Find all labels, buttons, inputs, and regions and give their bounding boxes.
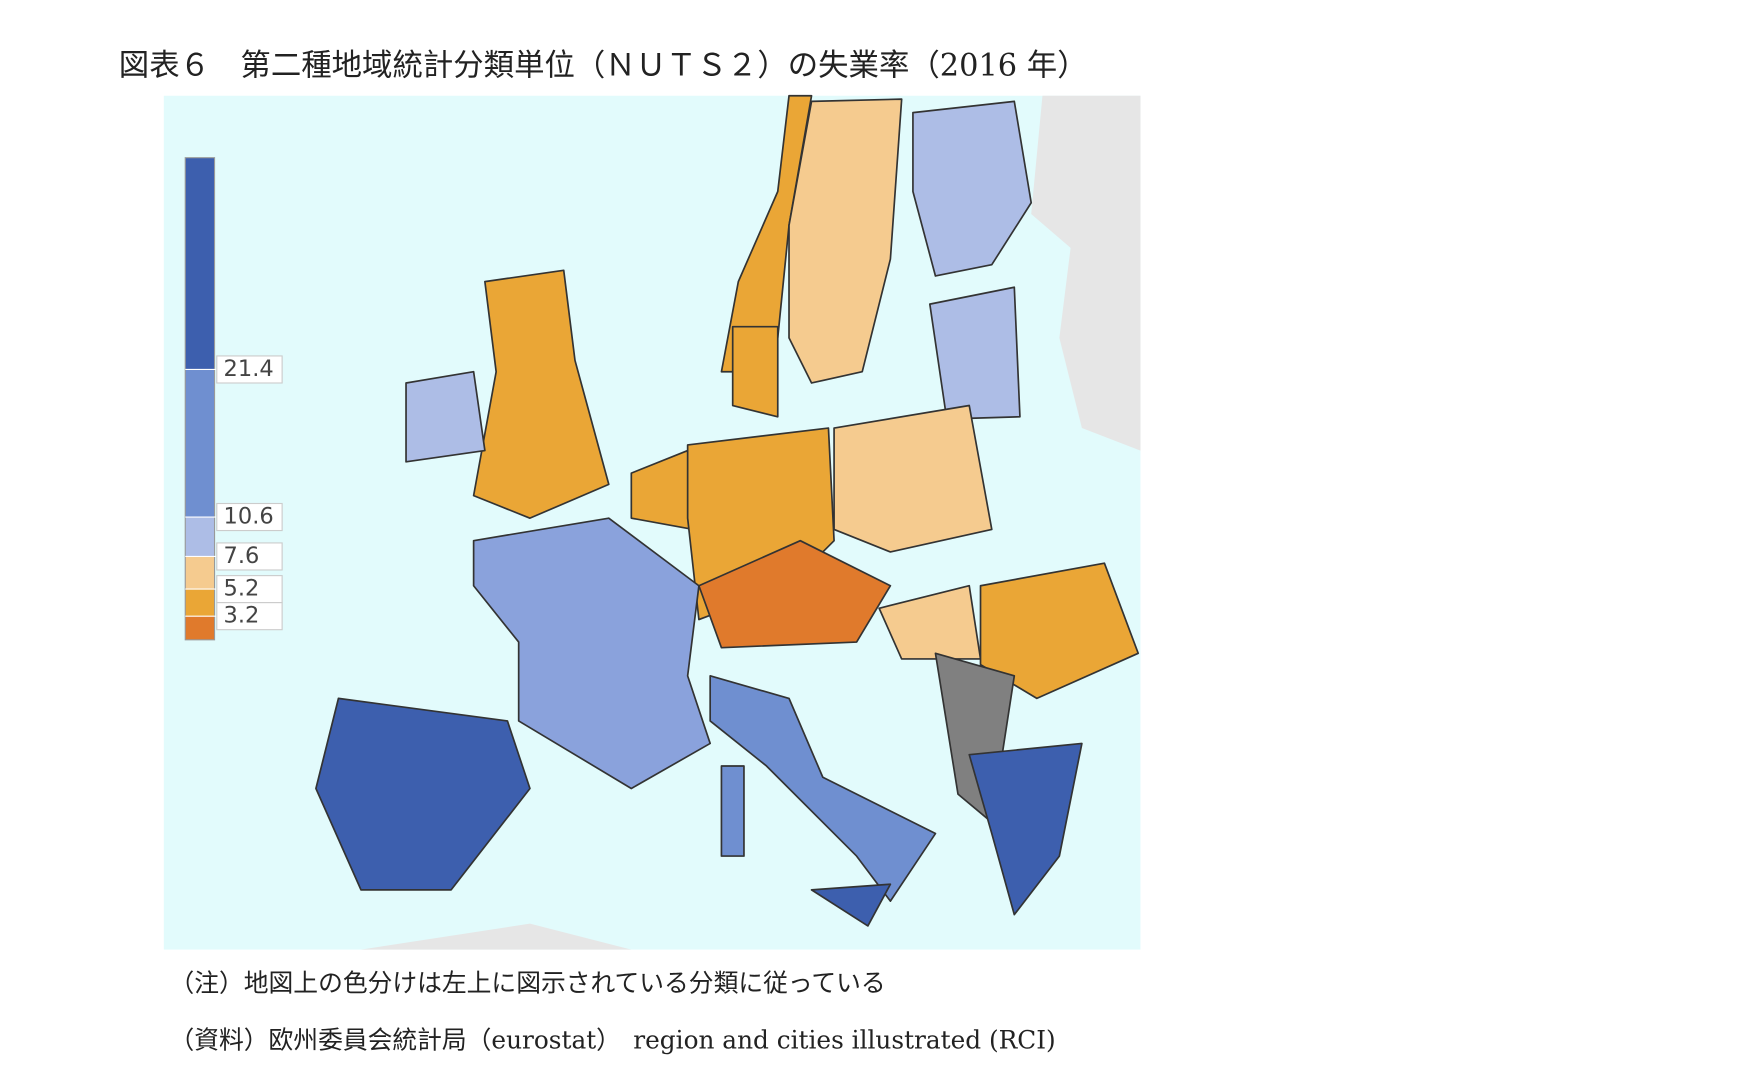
legend-label-box xyxy=(216,355,283,384)
legend-segment xyxy=(185,157,215,370)
africa xyxy=(360,923,632,950)
legend-segment xyxy=(185,616,215,640)
legend-segment xyxy=(185,369,215,518)
sicily xyxy=(810,883,892,927)
greece xyxy=(968,742,1083,916)
france xyxy=(472,517,712,790)
legend-label-box xyxy=(216,502,283,532)
legend-segment xyxy=(185,589,215,617)
land-outside xyxy=(1031,95,1141,451)
sweden xyxy=(788,98,903,384)
finland xyxy=(912,100,1033,277)
legend-label: 3.2 xyxy=(224,603,260,629)
legend-label-box xyxy=(216,542,283,571)
legend-label: 21.4 xyxy=(224,356,274,382)
note: （注）地図上の色分けは左上に図示されている分類に従っている xyxy=(169,968,885,997)
legend: 21.4 10.6 7.6 5.23.2 xyxy=(184,157,283,641)
legend-label-box xyxy=(216,602,283,631)
legend-label: 7.6 xyxy=(224,543,260,569)
italy xyxy=(709,675,937,902)
poland xyxy=(833,404,993,553)
sardinia xyxy=(720,765,745,857)
figure-title: 図表６ 第二種地域統計分類単位（ＮＵＴＳ２）の失業率（2016 年） xyxy=(119,48,1088,83)
legend-segment xyxy=(185,556,215,590)
legend-label: 5.2 xyxy=(224,576,260,602)
iberia xyxy=(315,697,531,891)
source: （資料）欧州委員会統計局（eurostat） region and cities… xyxy=(169,1026,1055,1055)
denmark xyxy=(731,325,779,418)
great-britain xyxy=(472,269,610,520)
legend-segment xyxy=(185,517,215,557)
ireland xyxy=(405,370,486,463)
romania xyxy=(979,562,1140,700)
baltics xyxy=(928,286,1021,420)
legend-frame xyxy=(184,157,216,641)
legend-label: 10.6 xyxy=(224,504,274,530)
central xyxy=(698,539,892,649)
map xyxy=(163,94,1141,950)
